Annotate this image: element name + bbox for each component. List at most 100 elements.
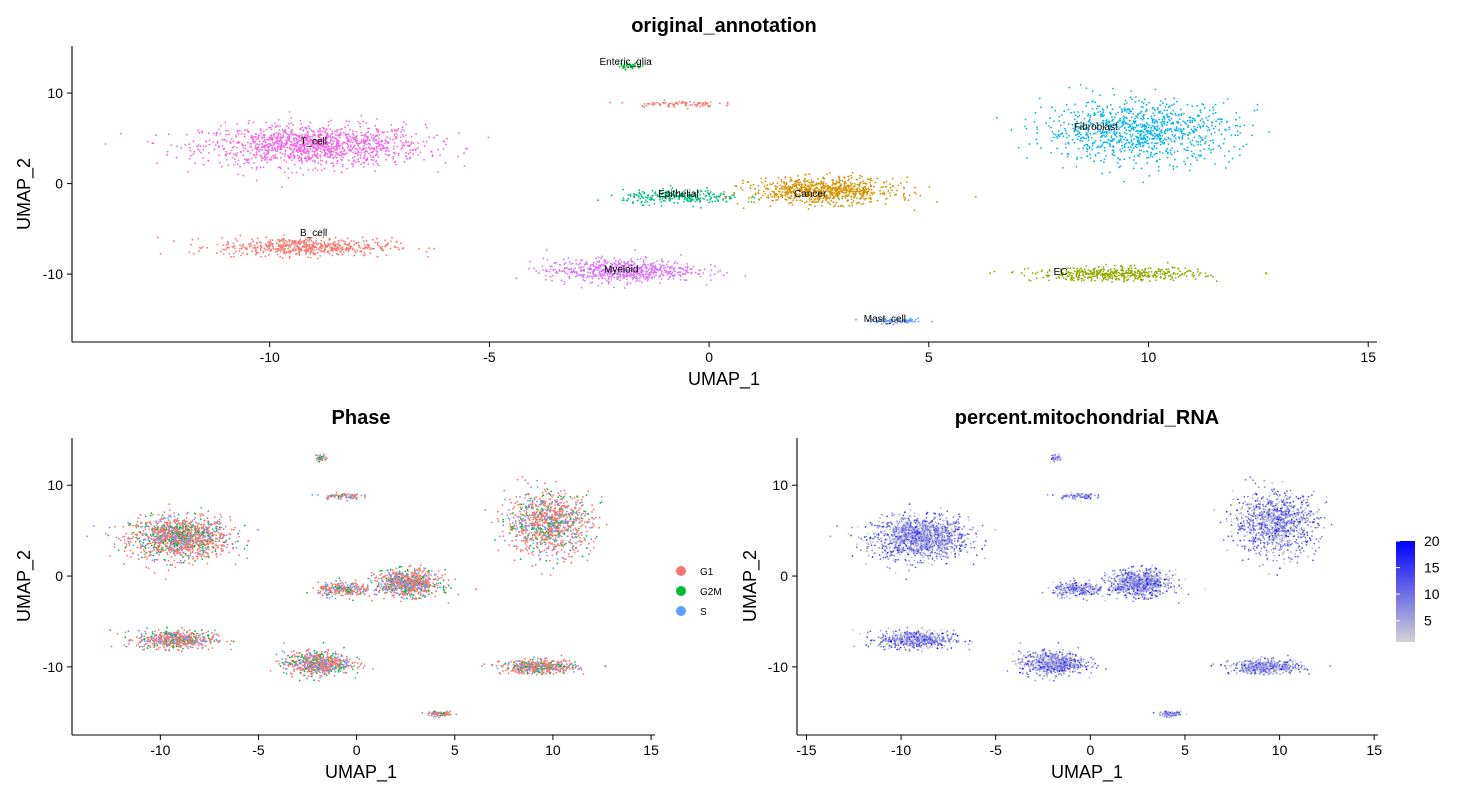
cell-point [1123,158,1126,161]
cell-point [660,201,662,203]
cell-point [282,237,285,240]
cell-point [710,197,713,199]
cell-point [300,159,302,162]
cell-point [1086,147,1088,150]
cell-point [236,130,239,133]
cell-point [765,196,768,199]
cell-point [1111,108,1114,111]
cell-point [288,135,291,138]
cell-point [1215,120,1218,123]
cell-point [1052,133,1055,135]
cell-point [359,122,361,125]
cell-point [1161,272,1164,275]
cell-point [815,186,818,189]
cell-point [317,242,320,245]
cell-point [277,238,279,241]
cell-point [1074,134,1077,136]
cell-point [291,151,294,154]
cell-point [287,247,290,250]
cell-point [639,274,642,276]
cell-point [1116,161,1119,164]
cell-point [260,156,263,159]
cell-point [1168,164,1171,167]
cell-point [300,157,303,160]
cell-point [378,144,381,147]
cell-point [357,158,360,161]
cell-point [592,261,595,264]
cell-point [1127,141,1130,144]
cell-point [317,248,320,250]
cell-point [364,153,366,156]
cell-point [622,197,625,199]
cell-point [1127,274,1130,277]
cell-point [306,249,309,252]
cell-point [632,192,635,195]
cell-point [251,250,253,253]
cell-point [279,250,282,253]
cell-point [217,145,220,148]
cell-point [1150,117,1153,120]
cell-point [329,136,332,139]
cell-point [699,105,701,108]
cell-point [365,131,368,134]
cell-point [808,181,811,184]
cell-point [377,164,380,167]
cell-point [1189,163,1192,166]
cell-point [1222,142,1225,145]
cell-point [240,247,243,250]
cell-point [1090,136,1093,139]
cell-point [889,194,892,197]
cell-point [273,122,276,124]
cell-point [263,156,266,159]
cell-point [336,249,338,252]
cell-point [404,151,407,154]
cell-point [864,188,867,190]
cell-point [280,144,283,147]
cell-point [1160,121,1162,124]
cell-point [857,190,860,193]
cell-point [864,198,866,201]
cell-point [284,153,287,155]
cell-point [267,241,269,244]
cell-point [156,162,158,165]
cell-point [272,245,274,248]
cell-point [380,147,383,150]
cell-point [785,181,788,184]
cell-point [1080,267,1082,270]
cell-point [627,260,629,263]
cell-point [1138,149,1141,152]
cell-point [549,275,552,278]
cell-point [716,195,718,198]
cell-point [317,134,319,137]
cell-point [651,195,654,197]
cell-point [1107,138,1109,141]
cell-point [1066,155,1069,158]
cell-point [804,184,807,187]
cell-point [285,243,288,246]
cell-point [1127,146,1130,149]
cell-point [321,138,324,140]
cell-point [192,140,195,143]
cell-point [251,167,254,169]
cell-point [669,185,672,187]
cell-point [713,196,716,198]
cell-point [884,203,887,205]
cell-point [1113,264,1116,267]
cell-point [861,192,864,195]
cell-point [173,240,175,243]
cell-point [224,129,227,132]
cell-point [274,156,277,159]
cell-point [324,249,326,252]
cell-point [292,138,295,141]
cell-point [255,147,258,149]
cell-point [835,186,838,189]
cell-point [197,129,200,132]
cell-point [1213,131,1216,134]
cell-point [222,248,225,251]
cell-point [1101,276,1104,278]
cell-point [322,246,324,248]
cell-point [592,275,595,278]
cell-point [324,145,326,148]
cell-point [668,103,671,105]
cell-point [804,174,807,176]
